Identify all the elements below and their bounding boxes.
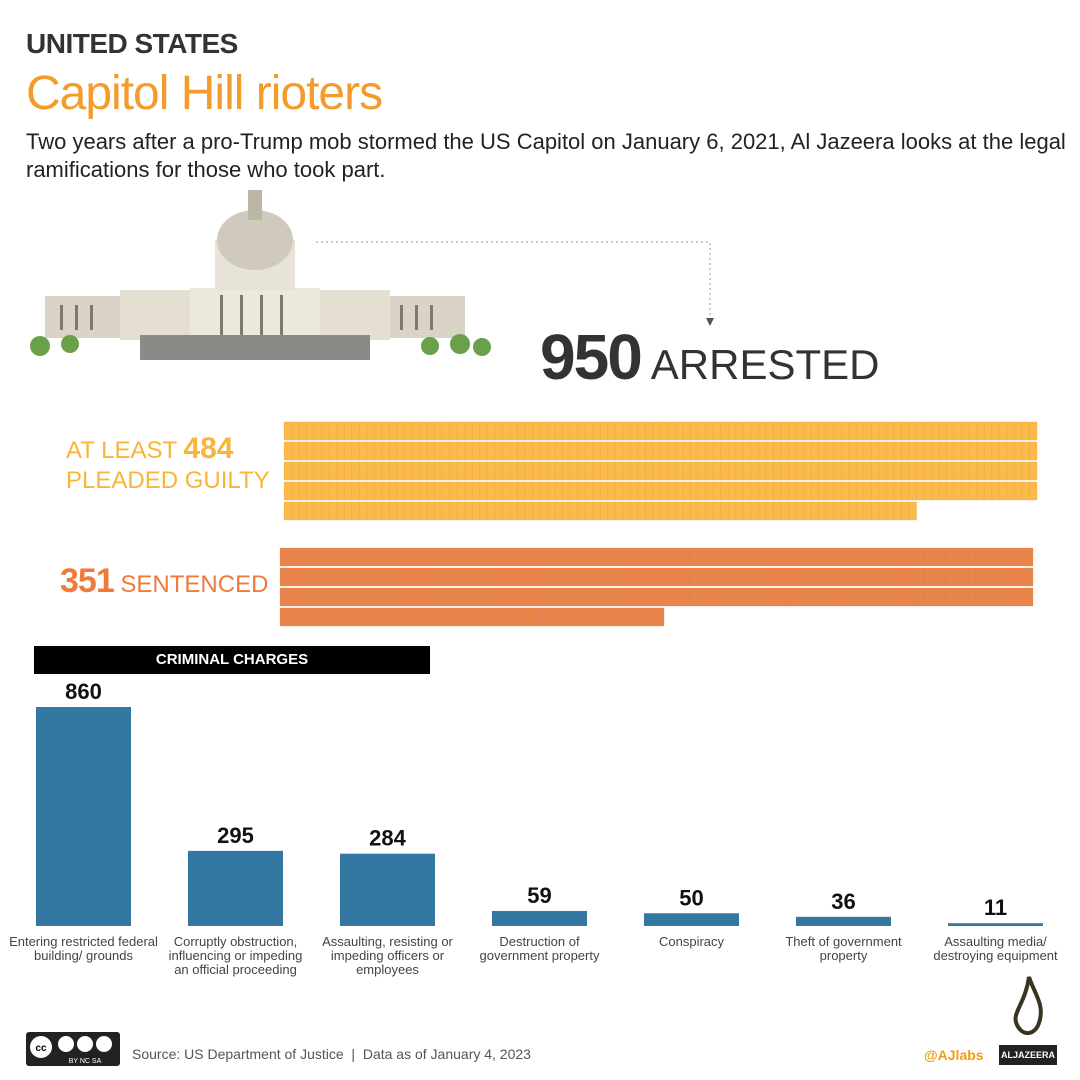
category-label: Assaulting, resisting or impeding office…: [322, 934, 453, 977]
arrested-value: 950: [540, 321, 643, 393]
bar-value-label: 59: [527, 883, 551, 908]
bar-value-label: 284: [369, 826, 406, 851]
arrested-stat: 950 ARRESTED: [540, 320, 879, 394]
capitol-illustration: [30, 190, 714, 360]
bar: [36, 707, 131, 926]
category-label: Entering restricted federal building/ gr…: [9, 934, 158, 963]
kicker: UNITED STATES: [26, 28, 238, 59]
bar: [340, 853, 435, 926]
arrested-label: ARRESTED: [650, 341, 880, 388]
bar: [948, 923, 1043, 926]
guilty-stat: AT LEAST 484 PLEADED GUILTY: [66, 434, 270, 496]
sentenced-value: 351: [60, 562, 115, 600]
sentenced-stat: 351 SENTENCED: [60, 564, 269, 600]
category-label: Conspiracy: [658, 934, 725, 949]
bar-value-label: 860: [65, 679, 102, 704]
sentenced-label: SENTENCED: [120, 571, 269, 598]
aljazeera-calligraphy-logo: [1013, 976, 1043, 1035]
guilty-label: PLEADED GUILTY: [66, 467, 270, 494]
subtitle: Two years after a pro-Trump mob stormed …: [26, 129, 1066, 182]
bar: [492, 910, 587, 926]
aljazeera-logo: ALJAZEERA: [999, 1045, 1057, 1065]
license-text: BY NC SA: [69, 1058, 102, 1065]
capitol-building-icon: [30, 190, 491, 360]
criminal-charges-banner: CRIMINAL CHARGES: [34, 646, 430, 674]
bar: [644, 913, 739, 926]
source-note: Source: US Department of Justice | Data …: [132, 1046, 531, 1062]
category-label: Destruction of government property: [479, 934, 600, 963]
bar-value-label: 36: [831, 889, 855, 914]
bar: [796, 916, 891, 926]
bar-value-label: 295: [217, 823, 254, 848]
guilty-prefix: AT LEAST: [66, 437, 177, 464]
category-label: Corruptly obstruction, influencing or im…: [168, 934, 303, 977]
bar: [188, 850, 283, 926]
category-label: Theft of government property: [785, 934, 902, 963]
bar-value-label: 11: [984, 895, 1007, 920]
page-title: Capitol Hill rioters: [26, 67, 383, 120]
creative-commons-badge: cc BY NC SA: [26, 1032, 120, 1066]
guilty-value: 484: [183, 432, 234, 465]
svg-text:cc: cc: [35, 1043, 47, 1054]
category-label: Assaulting media/ destroying equipment: [933, 934, 1058, 963]
ajlabs-handle: @AJlabs: [924, 1047, 984, 1063]
bar-value-label: 50: [679, 885, 703, 910]
